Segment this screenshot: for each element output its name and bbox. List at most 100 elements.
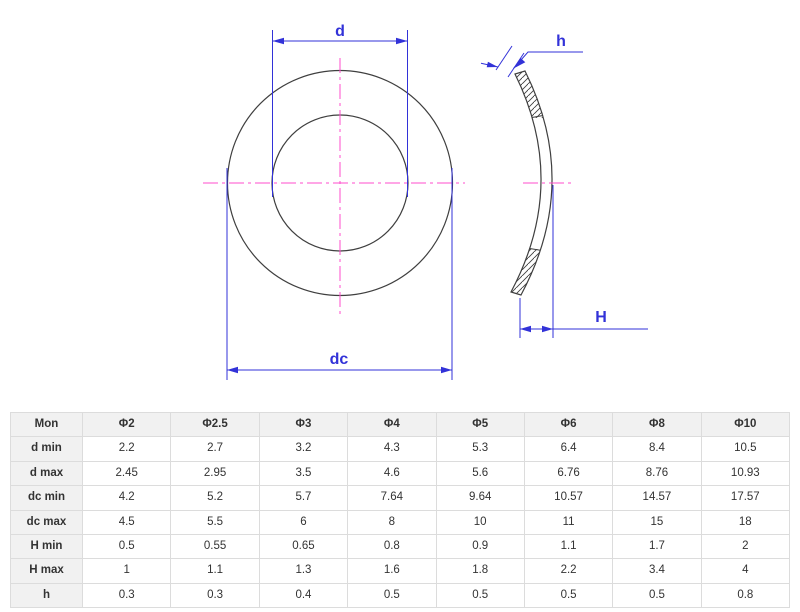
table-cell: 0.3 xyxy=(170,582,260,609)
table-cell: 2 xyxy=(700,534,791,560)
table-cell: 0.65 xyxy=(258,534,349,560)
table-cell: 2.2 xyxy=(81,436,172,462)
table-cell: 4.3 xyxy=(347,436,437,462)
row-label-cell: h xyxy=(10,582,83,609)
dc-arrow-left xyxy=(227,366,238,374)
table-cell: 0.5 xyxy=(435,582,525,609)
d-label: d xyxy=(335,23,345,40)
H-arrow-right xyxy=(542,325,553,333)
dimension-h: h xyxy=(480,33,583,78)
table-cell: 6.4 xyxy=(523,436,614,462)
table-cell: 11 xyxy=(523,509,614,536)
table-cell: 8.4 xyxy=(612,436,702,462)
table-cell: 3.5 xyxy=(258,460,349,487)
row-label-cell: H max xyxy=(10,558,83,584)
table-cell: 1.3 xyxy=(258,558,349,584)
table-cell: 0.55 xyxy=(170,534,260,560)
table-cell: 3.4 xyxy=(612,558,702,584)
table-cell: 0.5 xyxy=(81,534,172,560)
table-cell: 2.2 xyxy=(523,558,614,584)
table-cell: 5.3 xyxy=(435,436,525,462)
hatch-top xyxy=(511,71,551,118)
table-cell: 5.2 xyxy=(170,485,260,511)
h-leader-line xyxy=(513,51,583,69)
table-header-row: Mon Φ2 Φ2.5 Φ3 Φ4 Φ5 Φ6 Φ8 Φ10 xyxy=(10,411,791,438)
h-tick-line-left xyxy=(495,45,513,71)
table-cell: 2.7 xyxy=(170,436,260,462)
table-cell: 1.8 xyxy=(435,558,525,584)
d-arrow-left xyxy=(272,37,284,45)
table-cell: 8.76 xyxy=(612,460,702,487)
H-arrow-left xyxy=(520,325,531,333)
table-cell: 17.57 xyxy=(700,485,791,511)
dc-arrow-right xyxy=(441,366,452,374)
row-label-cell: H min xyxy=(10,534,83,560)
table-cell: 1.6 xyxy=(347,558,437,584)
table-cell: 1.1 xyxy=(523,534,614,560)
row-label-cell: dc min xyxy=(10,485,83,511)
table-cell: 9.64 xyxy=(435,485,525,511)
table-row: dc min 4.2 5.2 5.7 7.64 9.64 10.57 14.57 17.57 xyxy=(10,485,791,511)
table-cell: 3.2 xyxy=(258,436,349,462)
table-cell: 5.7 xyxy=(258,485,349,511)
table-row: d max 2.45 2.95 3.5 4.6 5.6 6.76 8.76 10.93 xyxy=(10,460,791,487)
table-cell: 1.7 xyxy=(612,534,702,560)
row-label-cell: dc max xyxy=(10,509,83,536)
table-cell: 0.5 xyxy=(347,582,437,609)
table-cell: 4 xyxy=(700,558,791,584)
table-cell: 0.5 xyxy=(523,582,614,609)
table-cell: 14.57 xyxy=(612,485,702,511)
side-view: h H xyxy=(480,33,648,338)
row-label-cell: d min xyxy=(10,436,83,462)
table-row: dc max 4.5 5.5 6 8 10 11 15 18 xyxy=(10,509,791,536)
table-cell: 1.1 xyxy=(170,558,260,584)
table-cell: 6 xyxy=(258,509,349,536)
front-view: d dc xyxy=(203,23,465,380)
table-cell: 18 xyxy=(700,509,791,536)
d-arrow-right xyxy=(396,37,408,45)
table-header-cell: Φ10 xyxy=(700,411,791,438)
table-cell: 0.9 xyxy=(435,534,525,560)
technical-drawing: d dc xyxy=(203,23,648,380)
h-arrow-leader xyxy=(513,58,526,69)
table-cell: 10 xyxy=(435,509,525,536)
table-header-corner: Mon xyxy=(10,411,83,438)
dimension-d: d xyxy=(272,23,408,197)
table-header-cell: Φ8 xyxy=(612,411,702,438)
table-row: H max 1 1.1 1.3 1.6 1.8 2.2 3.4 4 xyxy=(10,558,791,584)
table-header-cell: Φ6 xyxy=(523,411,614,438)
hatch-bottom xyxy=(511,249,549,295)
table-cell: 8 xyxy=(347,509,437,536)
row-label-cell: d max xyxy=(10,460,83,487)
h-arrow-left xyxy=(486,61,498,68)
section-cut-bottom xyxy=(529,248,541,251)
table-cell: 10.57 xyxy=(523,485,614,511)
table-cell: 1 xyxy=(81,558,172,584)
table-cell: 4.6 xyxy=(347,460,437,487)
table-cell: 0.5 xyxy=(612,582,702,609)
table-cell: 4.5 xyxy=(81,509,172,536)
table-cell: 5.6 xyxy=(435,460,525,487)
H-label: H xyxy=(595,309,607,326)
table-header-cell: Φ2 xyxy=(81,411,172,438)
table-row: h 0.3 0.3 0.4 0.5 0.5 0.5 0.5 0.8 xyxy=(10,582,791,609)
table-header-cell: Φ2.5 xyxy=(170,411,260,438)
table-row: d min 2.2 2.7 3.2 4.3 5.3 6.4 8.4 10.5 xyxy=(10,436,791,462)
table-cell: 7.64 xyxy=(347,485,437,511)
table-cell: 0.4 xyxy=(258,582,349,609)
table-header-cell: Φ5 xyxy=(435,411,525,438)
table-cell: 0.3 xyxy=(81,582,172,609)
table-cell: 0.8 xyxy=(700,582,791,609)
dimension-dc: dc xyxy=(226,168,453,380)
table-cell: 2.95 xyxy=(170,460,260,487)
table-cell: 4.2 xyxy=(81,485,172,511)
spec-table: Mon Φ2 Φ2.5 Φ3 Φ4 Φ5 Φ6 Φ8 Φ10 d min 2.2 2.7 3.2 4.3… xyxy=(10,411,791,609)
dimension-H: H xyxy=(519,185,648,338)
table-header-cell: Φ4 xyxy=(347,411,437,438)
table-cell: 0.8 xyxy=(347,534,437,560)
table-cell: 15 xyxy=(612,509,702,536)
table-cell: 5.5 xyxy=(170,509,260,536)
table-header-cell: Φ3 xyxy=(258,411,349,438)
spec-table-container: Mon Φ2 Φ2.5 Φ3 Φ4 Φ5 Φ6 Φ8 Φ10 d min 2.2 2.7 3.2 4.3… xyxy=(10,411,791,609)
table-cell: 6.76 xyxy=(523,460,614,487)
